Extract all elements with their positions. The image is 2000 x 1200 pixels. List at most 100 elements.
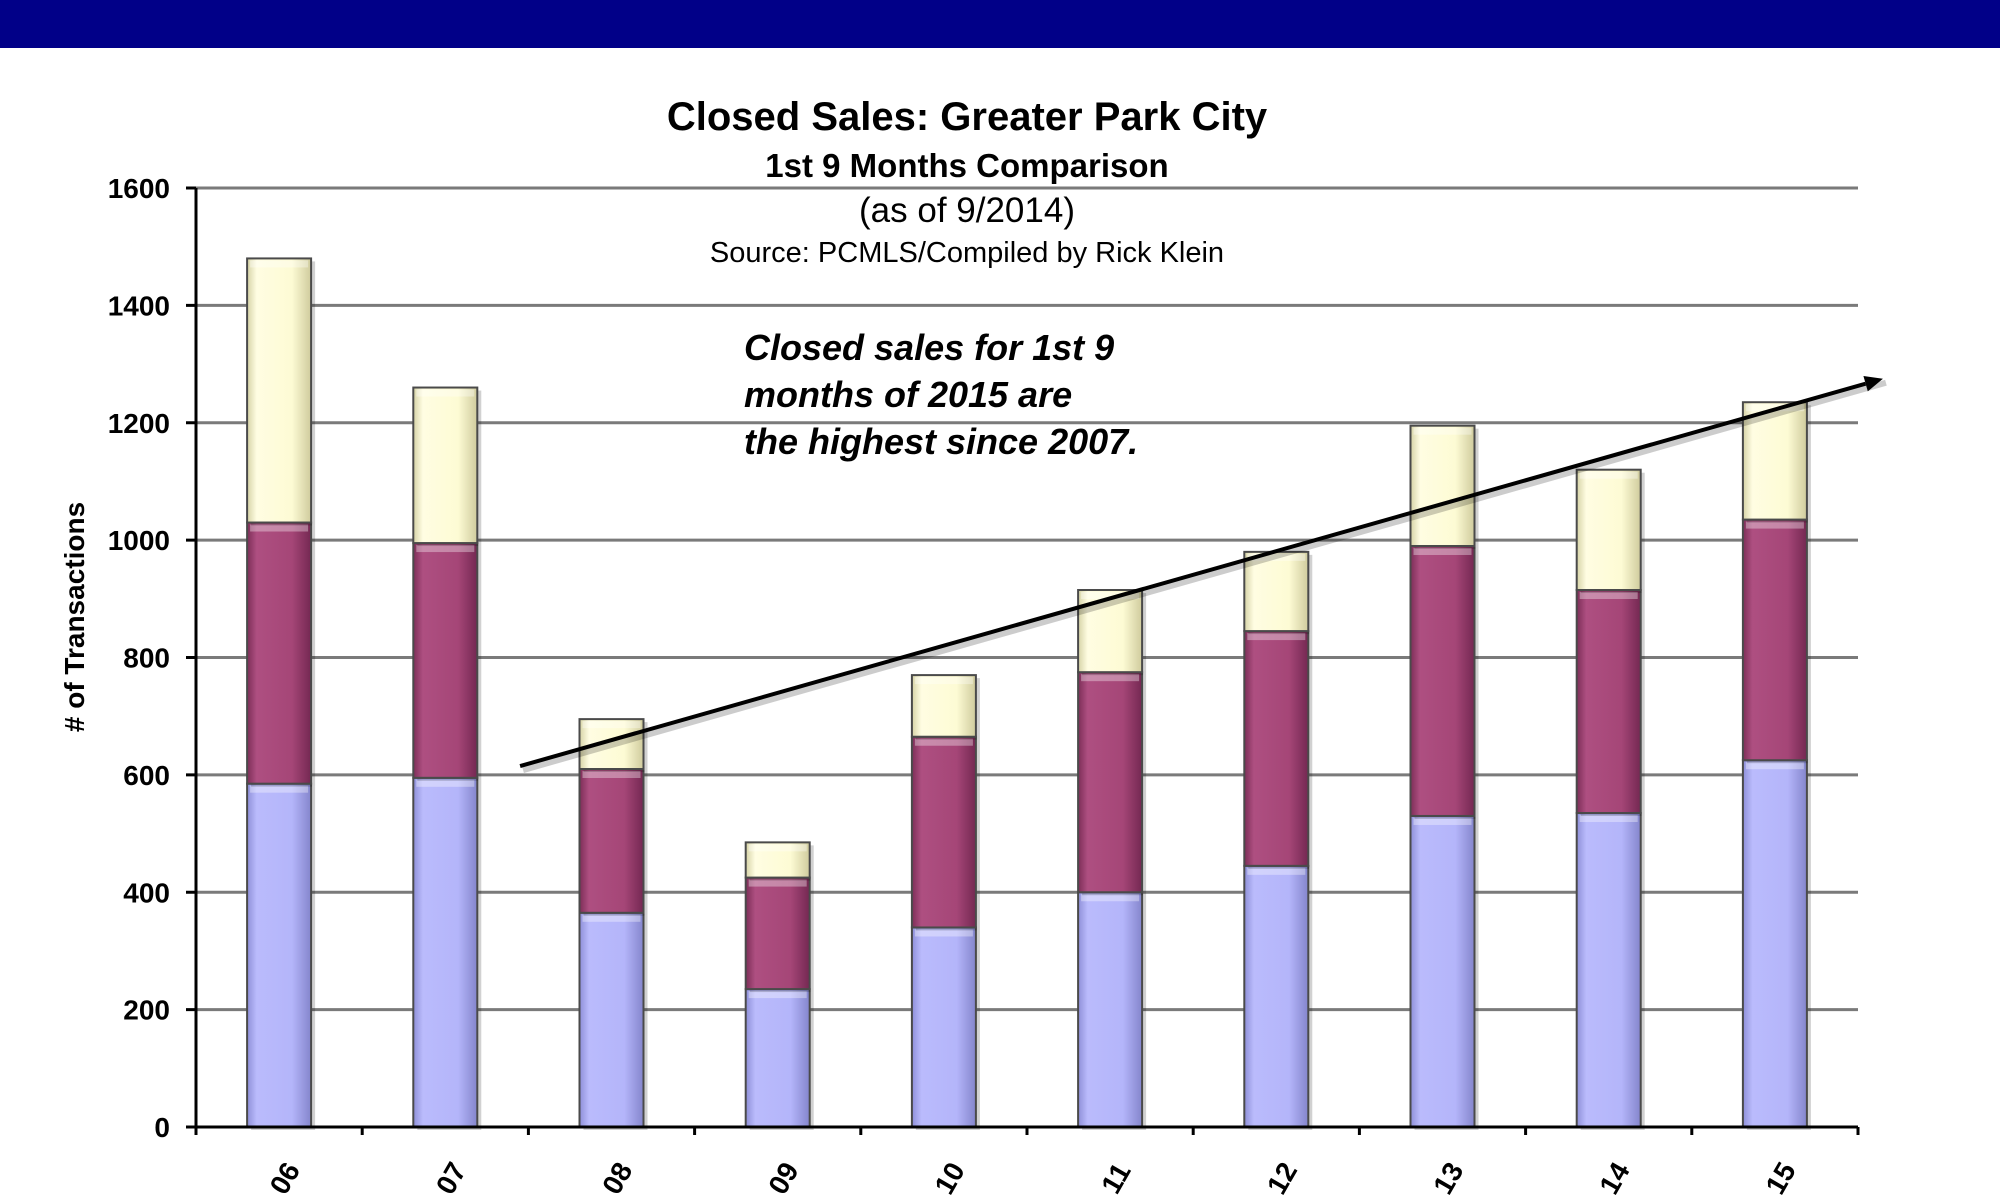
x-tick-label: 09 xyxy=(762,1157,804,1199)
bar-bevel xyxy=(1579,471,1638,479)
arrow-shaft xyxy=(519,381,1867,768)
bar-fill xyxy=(1741,401,1808,521)
bar-bevel xyxy=(1247,553,1306,561)
bar-fill xyxy=(578,911,645,1129)
bar-bevel xyxy=(1413,547,1472,555)
bar-fill xyxy=(246,257,313,524)
bar-fill xyxy=(578,718,645,771)
bar-bevel xyxy=(250,524,309,532)
bar-13-segment-1 xyxy=(1409,814,1479,1130)
bar-fill xyxy=(744,841,811,879)
bar-bevel xyxy=(1579,592,1638,600)
bar-10-segment-1 xyxy=(910,926,980,1130)
bar-bevel xyxy=(1081,592,1140,600)
bar-bevel xyxy=(914,929,973,937)
arrow-head xyxy=(1863,375,1883,392)
bar-fill xyxy=(578,768,645,914)
x-tick-label: 14 xyxy=(1593,1157,1636,1200)
bar-fill xyxy=(246,521,313,785)
bar-fill xyxy=(1575,812,1642,1128)
arrow-shadow xyxy=(522,379,1887,773)
bar-fill xyxy=(246,782,313,1128)
bar-06-segment-2 xyxy=(246,521,316,787)
bar-bevel xyxy=(582,771,641,779)
bar-bevel xyxy=(250,785,309,793)
bar-13-segment-2 xyxy=(1409,544,1479,819)
bar-fill xyxy=(744,988,811,1128)
bar-bevel xyxy=(250,260,309,268)
top-banner xyxy=(0,0,2000,48)
bar-fill xyxy=(1741,518,1808,762)
bar-06-segment-1 xyxy=(246,782,316,1130)
annotation-line-2: months of 2015 are xyxy=(744,374,1072,415)
annotation-text: Closed sales for 1st 9 months of 2015 ar… xyxy=(744,327,1138,462)
bar-fill xyxy=(412,542,479,779)
bar-fill xyxy=(910,926,977,1129)
x-tick-label: 06 xyxy=(264,1157,306,1199)
bar-fill xyxy=(910,674,977,738)
chart-date-note: (as of 9/2014) xyxy=(859,191,1075,230)
stacked-bars xyxy=(246,257,1811,1130)
bar-14-segment-3 xyxy=(1575,468,1645,594)
bar-bevel xyxy=(416,389,475,397)
y-axis-label: # of Transactions xyxy=(59,502,90,732)
bar-bevel xyxy=(1745,521,1804,529)
bar-bevel xyxy=(1081,894,1140,902)
bar-bevel xyxy=(748,844,807,852)
bar-bevel xyxy=(416,545,475,553)
bar-bevel xyxy=(1579,815,1638,823)
bar-08-segment-3 xyxy=(578,718,648,773)
bar-08-segment-2 xyxy=(578,768,648,916)
y-tick-label: 1000 xyxy=(108,525,170,556)
x-tick-label: 07 xyxy=(430,1157,472,1199)
bar-11-segment-3 xyxy=(1077,589,1147,676)
y-tick-label: 200 xyxy=(123,995,170,1026)
bar-fill xyxy=(1409,814,1476,1128)
trend-arrow xyxy=(519,375,1887,773)
bar-06-segment-3 xyxy=(246,257,316,526)
bar-09-segment-3 xyxy=(744,841,814,881)
bar-bevel xyxy=(748,879,807,887)
bar-10-segment-2 xyxy=(910,735,980,931)
bar-07-segment-2 xyxy=(412,542,482,781)
bar-fill xyxy=(1077,671,1144,894)
x-tick-label: 13 xyxy=(1427,1157,1469,1199)
bar-09-segment-1 xyxy=(744,988,814,1130)
axes xyxy=(186,186,1860,1135)
bar-08-segment-1 xyxy=(578,911,648,1130)
bar-bevel xyxy=(582,914,641,922)
y-tick-label: 800 xyxy=(123,643,170,674)
bar-fill xyxy=(1077,891,1144,1128)
chart-title: Closed Sales: Greater Park City xyxy=(667,95,1268,139)
bar-12-segment-2 xyxy=(1243,630,1313,869)
x-tick-label: 10 xyxy=(928,1157,970,1199)
bar-fill xyxy=(1741,759,1808,1128)
bar-fill xyxy=(910,735,977,929)
bar-bevel xyxy=(1413,817,1472,825)
bar-bevel xyxy=(914,738,973,746)
x-tick-label: 08 xyxy=(596,1157,638,1199)
chart-subtitle: 1st 9 Months Comparison xyxy=(765,147,1168,184)
bar-14-segment-1 xyxy=(1575,812,1645,1130)
y-tick-labels: 0 200 400 600 800 1000 1200 1400 1600 xyxy=(108,173,170,1143)
bar-07-segment-1 xyxy=(412,776,482,1130)
bar-11-segment-1 xyxy=(1077,891,1147,1130)
bar-bevel xyxy=(1413,427,1472,435)
bar-fill xyxy=(744,876,811,991)
bar-fill xyxy=(1243,550,1310,633)
chart-source: Source: PCMLS/Compiled by Rick Klein xyxy=(710,237,1224,269)
bar-15-segment-2 xyxy=(1741,518,1811,764)
bar-fill xyxy=(1575,468,1642,592)
y-tick-label: 1600 xyxy=(108,173,170,204)
annotation-line-3: the highest since 2007. xyxy=(744,421,1138,462)
bar-bevel xyxy=(582,721,641,729)
bar-bevel xyxy=(748,991,807,999)
bar-11-segment-2 xyxy=(1077,671,1147,896)
bar-fill xyxy=(1409,544,1476,817)
x-tick-label: 12 xyxy=(1261,1157,1303,1199)
bar-fill xyxy=(1243,630,1310,867)
bar-fill xyxy=(1409,424,1476,547)
y-tick-label: 1200 xyxy=(108,408,170,439)
y-tick-label: 600 xyxy=(123,760,170,791)
y-tick-label: 1400 xyxy=(108,290,170,321)
